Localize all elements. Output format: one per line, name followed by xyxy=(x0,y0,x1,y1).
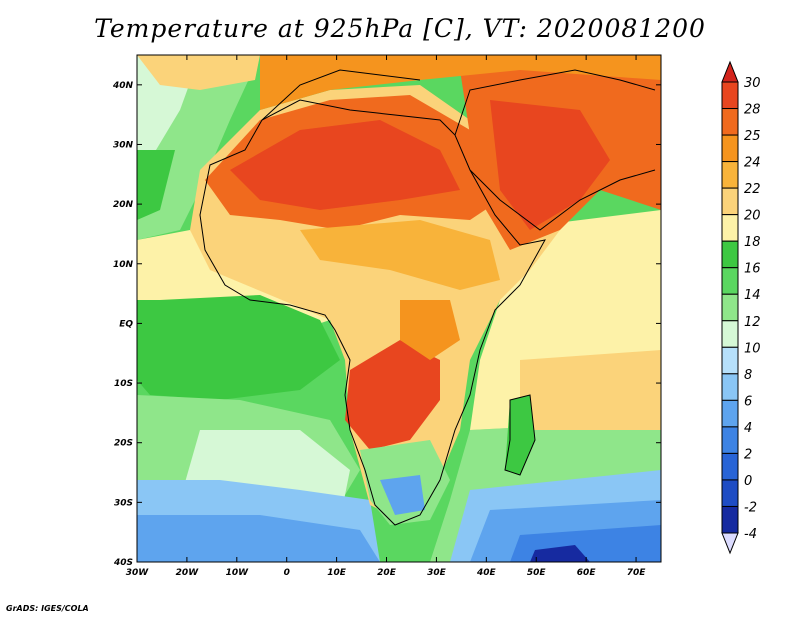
colorbar-label: 28 xyxy=(744,103,761,118)
lon-tick-label: 10W xyxy=(226,568,250,578)
lon-tick-label: 30E xyxy=(427,568,447,578)
lat-tick-label: EQ xyxy=(119,319,133,329)
lon-tick-label: 70E xyxy=(627,568,647,578)
lon-tick-label: 60E xyxy=(577,568,597,578)
colorbar-bottom-cap xyxy=(721,532,739,555)
lat-tick-label: 10N xyxy=(113,260,134,270)
lon-tick-label: 30W xyxy=(126,568,150,578)
colorbar-swatch xyxy=(721,426,739,454)
lon-tick-label: 10E xyxy=(327,568,347,578)
colorbar-label: 0 xyxy=(744,474,752,489)
colorbar-label: 4 xyxy=(744,421,752,436)
colorbar-label: 16 xyxy=(744,262,761,277)
lat-tick-label: 20S xyxy=(114,439,133,449)
colorbar-swatch xyxy=(721,479,739,507)
colorbar-label: 10 xyxy=(744,341,761,356)
colorbar-swatch xyxy=(721,293,739,322)
lon-tick-label: 40E xyxy=(476,568,497,578)
lon-tick-label: 0 xyxy=(284,568,290,578)
colorbar-label: 22 xyxy=(744,182,761,197)
colorbar-swatch xyxy=(721,505,739,534)
colorbar-label: -4 xyxy=(744,527,757,542)
plot-frame xyxy=(136,54,662,563)
page-title: Temperature at 925hPa [C], VT: 202008120… xyxy=(94,14,706,43)
lat-tick-label: 20N xyxy=(113,200,134,210)
colorbar-swatch xyxy=(721,187,739,216)
colorbar-label: 2 xyxy=(744,447,752,462)
colorbar-label: 30 xyxy=(744,76,761,91)
colorbar-label: 24 xyxy=(744,156,761,171)
colorbar-swatch xyxy=(721,267,739,295)
latitude-axis: 40N 30N 20N 10N EQ 10S 20S 30S 40S xyxy=(112,81,661,568)
colorbar-swatch xyxy=(721,320,739,348)
lat-tick-label: 30S xyxy=(114,498,133,508)
lat-tick-label: 30N xyxy=(113,140,134,150)
colorbar-swatch xyxy=(721,346,739,375)
colorbar-swatch xyxy=(721,134,739,163)
colorbar-label: -2 xyxy=(744,500,757,515)
colorbar-top-cap xyxy=(721,60,739,83)
colorbar-swatch xyxy=(721,81,739,110)
lon-tick-label: 20E xyxy=(377,568,397,578)
colorbar-swatch xyxy=(721,161,739,189)
colorbar-swatch xyxy=(721,452,739,481)
longitude-axis: 30W 20W 10W 0 10E 20E 30E 40E 50E 60E 70E xyxy=(126,55,646,578)
lat-tick-label: 10S xyxy=(114,379,133,389)
colorbar-label: 20 xyxy=(744,209,761,224)
lon-tick-label: 20W xyxy=(176,568,200,578)
colorbar-label: 25 xyxy=(744,129,761,144)
coastlines xyxy=(199,69,656,526)
lon-tick-label: 50E xyxy=(527,568,547,578)
colorbar-swatch xyxy=(721,399,739,428)
colorbar-swatch xyxy=(721,214,739,242)
colorbar-label: 18 xyxy=(744,235,761,250)
colorbar-label: 14 xyxy=(744,288,761,303)
temperature-field xyxy=(137,55,661,562)
colorbar-label: 8 xyxy=(744,368,752,383)
colorbar-label: 6 xyxy=(744,394,752,409)
lat-tick-label: 40S xyxy=(113,558,133,568)
colorbar-swatch xyxy=(721,373,739,401)
colorbar-swatch xyxy=(721,240,739,269)
colorbar-label: 12 xyxy=(744,315,761,330)
colorbar-swatch xyxy=(721,108,739,136)
credit-text: GrADS: IGES/COLA xyxy=(6,604,89,613)
lat-tick-label: 40N xyxy=(112,81,134,91)
